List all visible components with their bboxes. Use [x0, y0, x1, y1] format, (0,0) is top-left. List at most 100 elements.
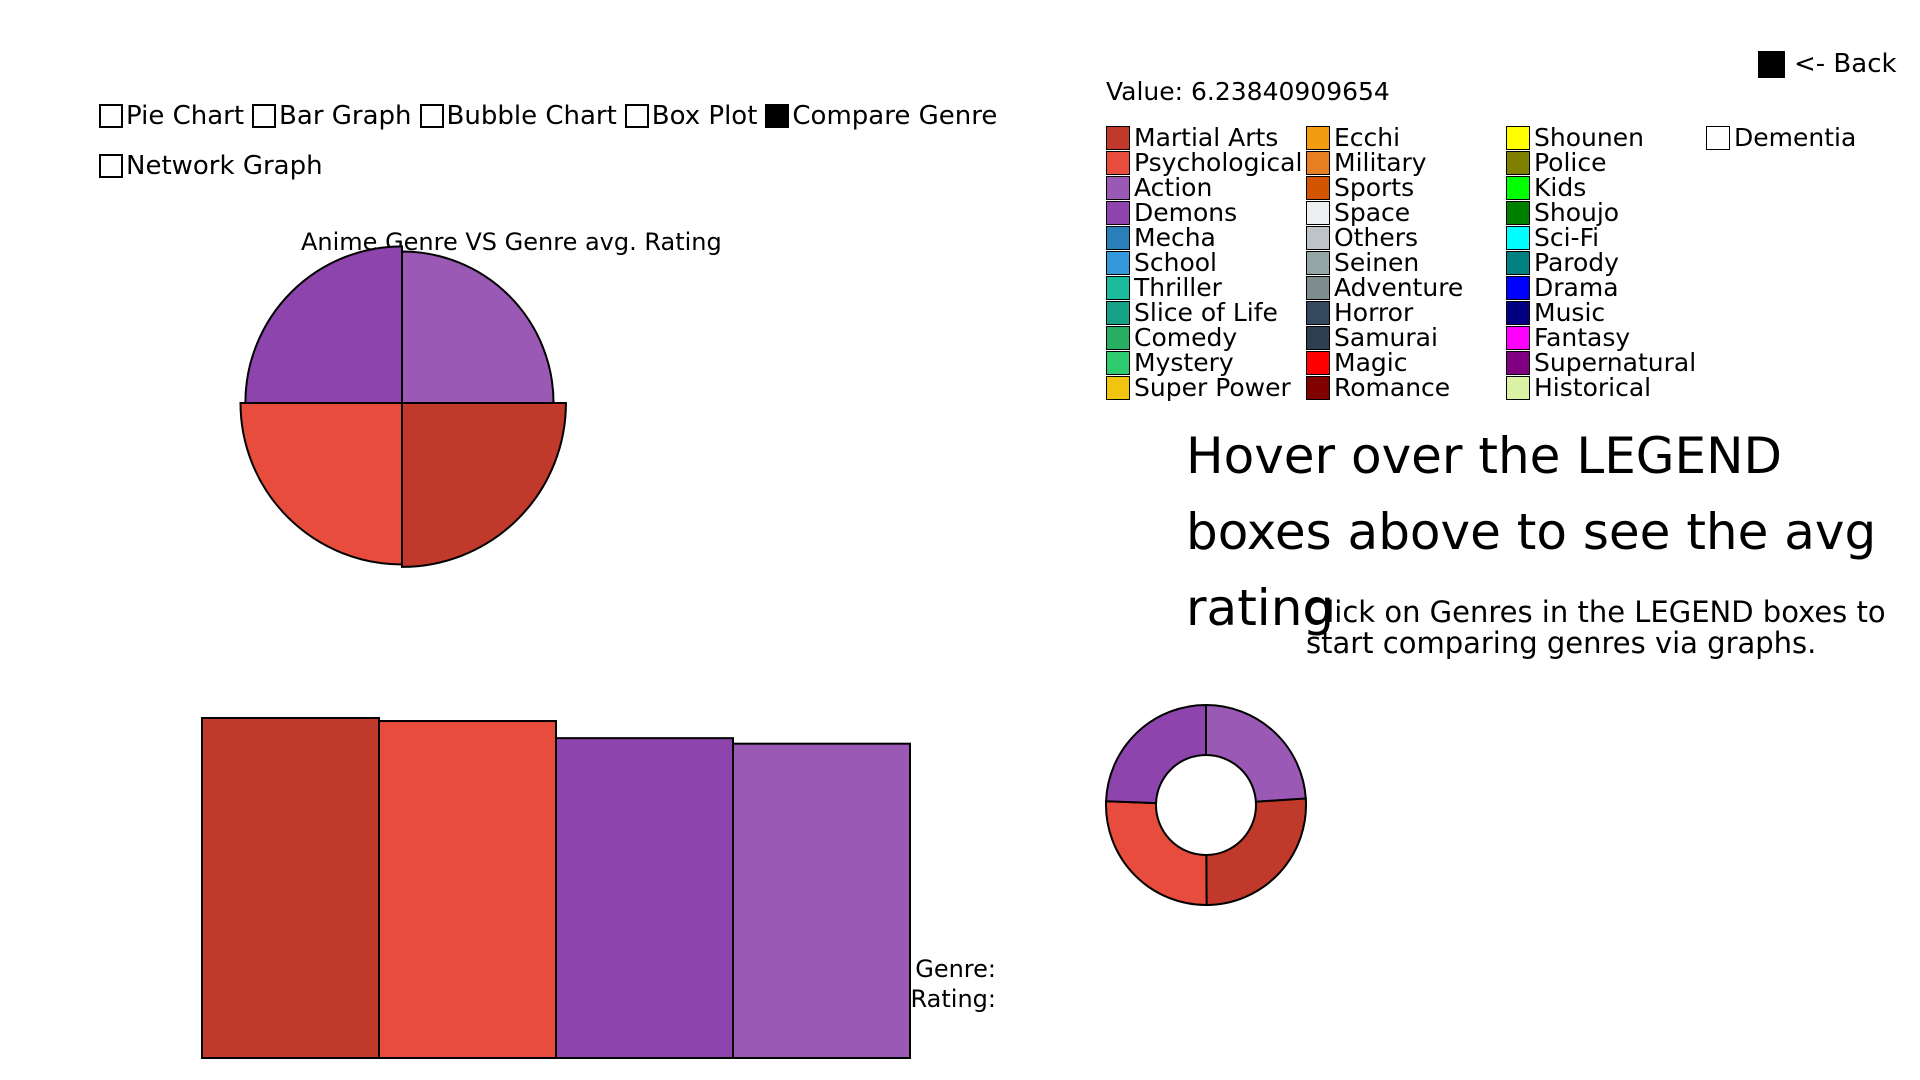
- legend-swatch[interactable]: [1506, 150, 1530, 175]
- bar-martial-arts[interactable]: [201, 717, 380, 1059]
- legend-item-action[interactable]: Action: [1106, 175, 1212, 200]
- hover-info: Genre: Rating:: [896, 954, 996, 1014]
- legend-item-historical[interactable]: Historical: [1506, 375, 1651, 400]
- legend-swatch[interactable]: [1506, 250, 1530, 275]
- legend-label: Super Power: [1134, 373, 1291, 402]
- legend-item-space[interactable]: Space: [1306, 200, 1410, 225]
- legend-item-mystery[interactable]: Mystery: [1106, 350, 1234, 375]
- legend-item-shoujo[interactable]: Shoujo: [1506, 200, 1619, 225]
- option-compare-genre[interactable]: Compare Genre: [765, 101, 997, 131]
- legend-swatch[interactable]: [1306, 200, 1330, 225]
- legend-swatch[interactable]: [1306, 300, 1330, 325]
- legend-item-magic[interactable]: Magic: [1306, 350, 1407, 375]
- legend-item-super-power[interactable]: Super Power: [1106, 375, 1291, 400]
- legend-item-demons[interactable]: Demons: [1106, 200, 1237, 225]
- legend-item-slice-of-life[interactable]: Slice of Life: [1106, 300, 1278, 325]
- legend-item-samurai[interactable]: Samurai: [1306, 325, 1438, 350]
- polar-slice-psychological[interactable]: [239, 402, 403, 566]
- legend-swatch[interactable]: [1106, 250, 1130, 275]
- legend-item-psychological[interactable]: Psychological: [1106, 150, 1302, 175]
- legend-swatch[interactable]: [1306, 250, 1330, 275]
- genre-label: Genre:: [915, 955, 996, 983]
- legend-item-romance[interactable]: Romance: [1306, 375, 1450, 400]
- legend-swatch[interactable]: [1106, 275, 1130, 300]
- option-bubble-chart[interactable]: Bubble Chart: [419, 101, 617, 131]
- network-graph-checkbox[interactable]: [99, 154, 123, 178]
- legend-swatch[interactable]: [1106, 225, 1130, 250]
- legend-swatch[interactable]: [1506, 175, 1530, 200]
- legend-swatch[interactable]: [1306, 375, 1330, 400]
- option-bar-graph[interactable]: Bar Graph: [252, 101, 412, 131]
- legend-swatch[interactable]: [1306, 125, 1330, 150]
- polar-slice-action[interactable]: [401, 250, 555, 404]
- back-checkbox-icon[interactable]: [1758, 50, 1785, 78]
- legend-swatch[interactable]: [1106, 200, 1130, 225]
- legend-swatch[interactable]: [1306, 175, 1330, 200]
- legend-item-parody[interactable]: Parody: [1506, 250, 1619, 275]
- legend-item-music[interactable]: Music: [1506, 300, 1605, 325]
- bubble-chart-checkbox[interactable]: [419, 104, 444, 128]
- legend-item-martial-arts[interactable]: Martial Arts: [1106, 125, 1278, 150]
- legend-item-dementia[interactable]: Dementia: [1706, 125, 1856, 150]
- compare-genre-checkbox[interactable]: [765, 104, 790, 128]
- box-plot-checkbox[interactable]: [624, 104, 649, 128]
- legend-item-police[interactable]: Police: [1506, 150, 1607, 175]
- legend-item-fantasy[interactable]: Fantasy: [1506, 325, 1630, 350]
- legend-swatch[interactable]: [1306, 225, 1330, 250]
- legend-label: Ecchi: [1334, 123, 1401, 152]
- legend-label: Shounen: [1534, 123, 1644, 152]
- legend-item-others[interactable]: Others: [1306, 225, 1418, 250]
- bubble-chart-label: Bubble Chart: [446, 101, 617, 131]
- legend-swatch[interactable]: [1306, 275, 1330, 300]
- legend-item-adventure[interactable]: Adventure: [1306, 275, 1463, 300]
- legend-swatch[interactable]: [1106, 150, 1130, 175]
- legend-item-seinen[interactable]: Seinen: [1306, 250, 1419, 275]
- legend-swatch[interactable]: [1106, 175, 1130, 200]
- legend-swatch[interactable]: [1506, 375, 1530, 400]
- legend-swatch[interactable]: [1506, 125, 1530, 150]
- legend-item-military[interactable]: Military: [1306, 150, 1427, 175]
- legend-item-sports[interactable]: Sports: [1306, 175, 1414, 200]
- legend-item-drama[interactable]: Drama: [1506, 275, 1619, 300]
- legend-swatch[interactable]: [1506, 200, 1530, 225]
- polar-slice-martial-arts[interactable]: [401, 402, 567, 568]
- option-network-graph[interactable]: Network Graph: [99, 151, 323, 181]
- donut-slice-psychological[interactable]: [1105, 800, 1208, 906]
- legend-item-supernatural[interactable]: Supernatural: [1506, 350, 1696, 375]
- legend-item-horror[interactable]: Horror: [1306, 300, 1413, 325]
- legend-item-mecha[interactable]: Mecha: [1106, 225, 1216, 250]
- legend-swatch[interactable]: [1306, 350, 1330, 375]
- donut-slice-action[interactable]: [1205, 703, 1307, 803]
- pie-chart-checkbox[interactable]: [99, 104, 123, 128]
- legend-swatch[interactable]: [1106, 350, 1130, 375]
- legend-item-comedy[interactable]: Comedy: [1106, 325, 1237, 350]
- back-button[interactable]: <- Back: [1758, 49, 1897, 79]
- legend-swatch[interactable]: [1106, 125, 1130, 150]
- legend-swatch[interactable]: [1306, 325, 1330, 350]
- legend-swatch[interactable]: [1106, 375, 1130, 400]
- legend-swatch[interactable]: [1306, 150, 1330, 175]
- bar-graph-checkbox[interactable]: [252, 104, 277, 128]
- legend-item-kids[interactable]: Kids: [1506, 175, 1586, 200]
- donut-slice-demons[interactable]: [1105, 703, 1207, 805]
- option-box-plot[interactable]: Box Plot: [624, 101, 757, 131]
- legend-swatch[interactable]: [1506, 350, 1530, 375]
- donut-slice-martial-arts[interactable]: [1205, 797, 1307, 907]
- bar-psychological[interactable]: [378, 720, 557, 1060]
- legend-swatch[interactable]: [1506, 300, 1530, 325]
- option-pie-chart[interactable]: Pie Chart: [99, 101, 244, 131]
- legend-item-thriller[interactable]: Thriller: [1106, 275, 1222, 300]
- legend-item-ecchi[interactable]: Ecchi: [1306, 125, 1400, 150]
- legend-item-school[interactable]: School: [1106, 250, 1217, 275]
- legend-swatch[interactable]: [1106, 300, 1130, 325]
- bar-demons[interactable]: [555, 737, 734, 1059]
- bar-action[interactable]: [732, 742, 911, 1059]
- legend-item-sci-fi[interactable]: Sci-Fi: [1506, 225, 1599, 250]
- legend-swatch[interactable]: [1706, 125, 1730, 150]
- polar-slice-demons[interactable]: [244, 245, 403, 404]
- legend-swatch[interactable]: [1506, 325, 1530, 350]
- legend-item-shounen[interactable]: Shounen: [1506, 125, 1644, 150]
- legend-swatch[interactable]: [1106, 325, 1130, 350]
- legend-swatch[interactable]: [1506, 225, 1530, 250]
- legend-swatch[interactable]: [1506, 275, 1530, 300]
